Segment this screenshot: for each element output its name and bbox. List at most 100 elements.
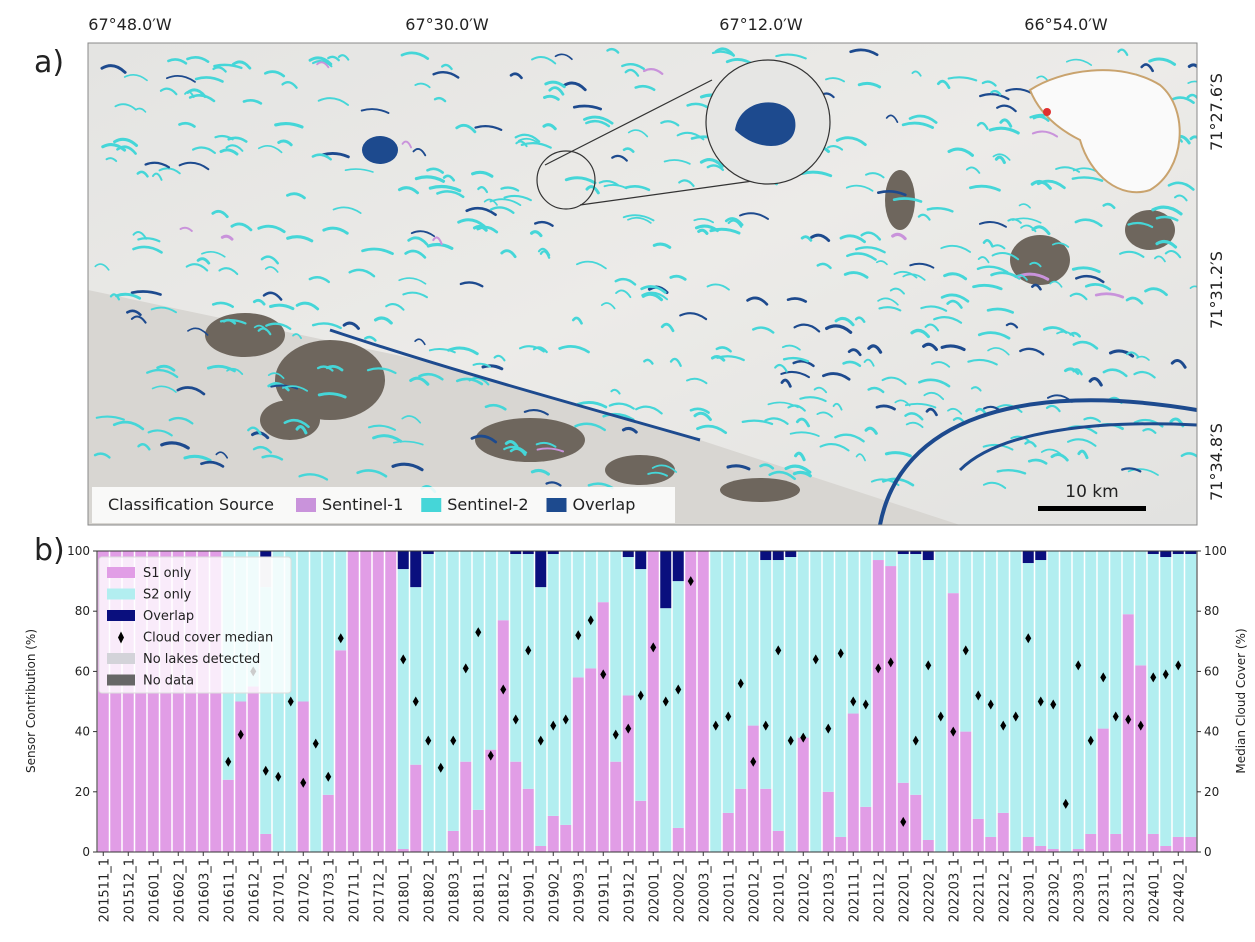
bar-segment bbox=[923, 840, 934, 852]
bar-segment bbox=[948, 593, 959, 852]
bar-segment bbox=[635, 551, 646, 569]
bar-segment bbox=[1173, 554, 1184, 837]
y-tick-label: 40 bbox=[75, 725, 90, 739]
x-tick-label: 202101_1 bbox=[772, 858, 787, 922]
bar-segment bbox=[760, 789, 771, 852]
bar-segment bbox=[1123, 551, 1134, 614]
bar-segment bbox=[823, 792, 834, 852]
bar-segment bbox=[1123, 614, 1134, 852]
bar-segment bbox=[1110, 551, 1121, 834]
y-tick-label: 0 bbox=[82, 845, 90, 859]
bar-segment bbox=[960, 732, 971, 852]
bar-segment bbox=[673, 551, 684, 581]
map-legend-label: Overlap bbox=[573, 495, 636, 514]
bar-segment bbox=[360, 551, 371, 852]
bar-segment bbox=[460, 551, 471, 762]
x-tick-label: 201802_1 bbox=[422, 858, 437, 922]
bar-segment bbox=[973, 819, 984, 852]
bar-segment bbox=[1135, 551, 1146, 665]
bar-segment bbox=[748, 726, 759, 852]
bar-segment bbox=[1148, 554, 1159, 834]
bar-segment bbox=[398, 569, 409, 849]
legend-swatch bbox=[107, 653, 135, 664]
bar-segment bbox=[398, 551, 409, 569]
bar-segment bbox=[310, 551, 321, 852]
bar-segment bbox=[548, 816, 559, 852]
legend-label: Cloud cover median bbox=[143, 631, 273, 646]
bar-segment bbox=[860, 551, 871, 807]
bar-segment bbox=[835, 837, 846, 852]
bar-segment bbox=[723, 813, 734, 852]
map-legend-title: Classification Source bbox=[108, 495, 274, 514]
x-tick-label: 201612_1 bbox=[247, 858, 262, 922]
bar-segment bbox=[635, 801, 646, 852]
location-marker bbox=[1043, 108, 1051, 116]
bar-segment bbox=[660, 608, 671, 852]
bar-segment bbox=[1098, 551, 1109, 729]
bar-segment bbox=[460, 762, 471, 852]
bar-segment bbox=[1110, 834, 1121, 852]
bar-segment bbox=[835, 551, 846, 837]
bar-segment bbox=[1098, 729, 1109, 852]
bar-segment bbox=[923, 551, 934, 560]
bar-segment bbox=[485, 750, 496, 852]
bar-segment bbox=[748, 551, 759, 726]
bar-segment bbox=[885, 551, 896, 566]
bar-segment bbox=[523, 789, 534, 852]
lon-label: 67°12.0′W bbox=[719, 15, 803, 34]
bar-segment bbox=[1085, 551, 1096, 834]
bar-segment bbox=[785, 557, 796, 852]
bar-segment bbox=[1023, 837, 1034, 852]
lake bbox=[362, 136, 398, 164]
bar-segment bbox=[723, 551, 734, 813]
y2-tick-label: 60 bbox=[1204, 664, 1219, 678]
bar-segment bbox=[873, 551, 884, 560]
legend-label: No data bbox=[143, 674, 194, 689]
scale-bar bbox=[1038, 506, 1146, 511]
bar-segment bbox=[773, 560, 784, 831]
figure: 10 km a) b) Classification Source Sensor… bbox=[0, 0, 1255, 938]
bar-segment bbox=[848, 714, 859, 852]
y-tick-label: 100 bbox=[67, 544, 90, 558]
bar-segment bbox=[498, 620, 509, 852]
x-tick-label: 202312_1 bbox=[1122, 858, 1137, 922]
legend-label: No lakes detected bbox=[143, 652, 260, 667]
map-legend-label: Sentinel-1 bbox=[322, 495, 403, 514]
bar-segment bbox=[873, 560, 884, 852]
bar-segment bbox=[648, 551, 659, 852]
bar-segment bbox=[760, 560, 771, 789]
bar-segment bbox=[823, 551, 834, 792]
bar-segment bbox=[910, 554, 921, 795]
bar-segment bbox=[385, 551, 396, 852]
bar-segment bbox=[910, 795, 921, 852]
bar-segment bbox=[260, 834, 271, 852]
legend: S1 onlyS2 onlyOverlapCloud cover medianN… bbox=[99, 557, 291, 693]
x-tick-label: 201711_1 bbox=[347, 858, 362, 922]
bar-segment bbox=[773, 551, 784, 560]
x-tick-label: 201812_1 bbox=[497, 858, 512, 922]
bar-segment bbox=[935, 551, 946, 852]
bar-segment bbox=[248, 686, 259, 852]
y2-tick-label: 20 bbox=[1204, 785, 1219, 799]
bar-segment bbox=[798, 738, 809, 852]
bar-segment bbox=[1135, 665, 1146, 852]
bar-segment bbox=[1035, 846, 1046, 852]
y-tick-label: 60 bbox=[75, 664, 90, 678]
bar-segment bbox=[585, 551, 596, 668]
bar-segment bbox=[523, 554, 534, 789]
x-tick-label: 202401_1 bbox=[1147, 858, 1162, 922]
legend-label: S1 only bbox=[143, 566, 191, 581]
bar-segment bbox=[1010, 551, 1021, 852]
bar-segment bbox=[1035, 551, 1046, 560]
page: 10 km a) b) Classification Source Sensor… bbox=[0, 0, 1255, 938]
bar-segment bbox=[573, 677, 584, 852]
x-tick-label: 202402_1 bbox=[1172, 858, 1187, 922]
x-tick-label: 201912_1 bbox=[622, 858, 637, 922]
bar-segment bbox=[623, 551, 634, 557]
bar-segment bbox=[435, 551, 446, 852]
x-tick-label: 202111_1 bbox=[847, 858, 862, 922]
x-tick-label: 202002_1 bbox=[672, 858, 687, 922]
x-tick-label: 202203_1 bbox=[947, 858, 962, 922]
bar-segment bbox=[235, 702, 246, 853]
x-tick-label: 202103_1 bbox=[822, 858, 837, 922]
